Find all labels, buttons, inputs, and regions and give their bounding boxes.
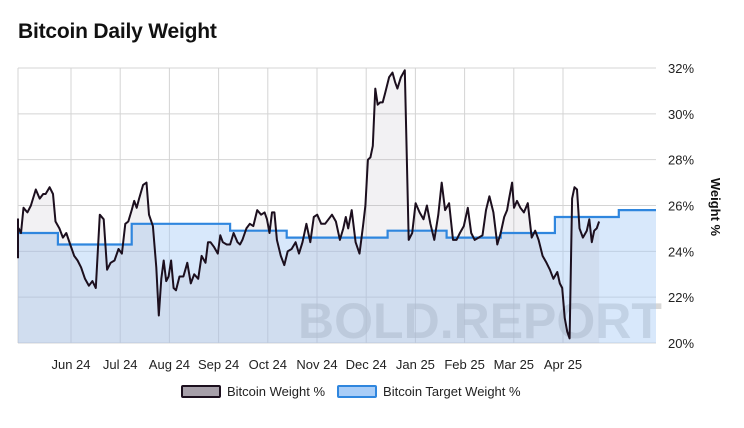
- y-tick-label: 30%: [668, 107, 694, 122]
- legend-item-bitcoin-target-weight[interactable]: Bitcoin Target Weight %: [337, 384, 521, 399]
- y-tick-label: 28%: [668, 153, 694, 168]
- legend-swatch-bitcoin-target-weight: [337, 385, 378, 398]
- y-tick-label: 24%: [668, 244, 694, 259]
- legend-label-bitcoin-target-weight: Bitcoin Target Weight %: [383, 384, 521, 399]
- series-lines: [17, 69, 656, 340]
- x-tick-label: Jul 24: [103, 357, 138, 372]
- x-tick-label: Jun 24: [51, 357, 90, 372]
- x-tick-label: Aug 24: [149, 357, 190, 372]
- legend: Bitcoin Weight % Bitcoin Target Weight %: [181, 384, 533, 399]
- x-tick-label: Jan 25: [396, 357, 435, 372]
- legend-swatch-bitcoin-weight: [181, 385, 221, 398]
- legend-label-bitcoin-weight: Bitcoin Weight %: [227, 384, 326, 399]
- y-tick-label: 22%: [668, 290, 694, 305]
- watermark: BOLD.REPORT: [298, 293, 662, 349]
- y-axis-ticks: 20% 22% 24% 26% 28% 30% 32%: [668, 61, 694, 351]
- series-areas: [18, 70, 656, 344]
- y-tick-label: 26%: [668, 199, 694, 214]
- x-tick-label: Apr 25: [544, 357, 582, 372]
- x-tick-label: Dec 24: [346, 357, 387, 372]
- grid-lines: [17, 67, 656, 344]
- target-weight-line: [18, 209, 656, 246]
- x-tick-label: Sep 24: [198, 357, 239, 372]
- x-tick-label: Mar 25: [494, 357, 534, 372]
- x-tick-label: Oct 24: [249, 357, 287, 372]
- chart-title: Bitcoin Daily Weight: [18, 20, 217, 43]
- y-tick-label: 32%: [668, 61, 694, 76]
- x-tick-label: Feb 25: [444, 357, 484, 372]
- x-axis-ticks: Jun 24 Jul 24 Aug 24 Sep 24 Oct 24 Nov 24 Dec …: [51, 357, 582, 372]
- legend-item-bitcoin-weight[interactable]: Bitcoin Weight %: [181, 384, 325, 399]
- y-tick-label: 20%: [668, 336, 694, 351]
- x-tick-label: Nov 24: [296, 357, 337, 372]
- bitcoin-weight-line: [17, 69, 601, 340]
- y-axis-label: Weight %: [708, 178, 723, 237]
- bitcoin-weight-area: [18, 70, 600, 344]
